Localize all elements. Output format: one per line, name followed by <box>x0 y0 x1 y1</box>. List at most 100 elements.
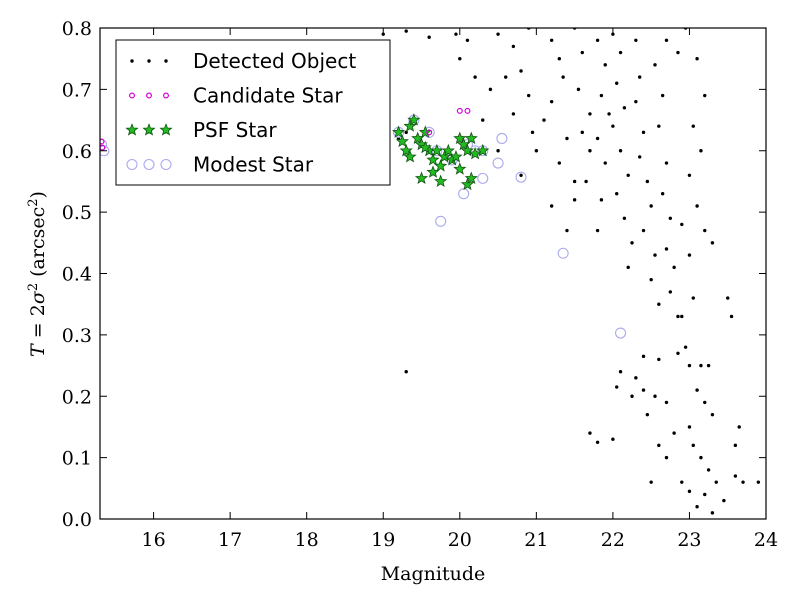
data-point <box>561 75 565 79</box>
legend-box <box>115 39 391 186</box>
data-point <box>618 149 623 153</box>
data-point <box>653 394 657 398</box>
legend-marker <box>160 158 172 171</box>
data-point <box>649 480 653 484</box>
data-point <box>741 480 745 484</box>
data-point <box>657 443 661 448</box>
data-point <box>403 149 417 163</box>
x-tick-label: 23 <box>677 529 701 551</box>
data-point <box>434 159 448 172</box>
data-point <box>664 161 669 165</box>
data-point <box>468 146 482 160</box>
data-point <box>687 173 692 177</box>
data-point <box>530 130 535 135</box>
y-axis-label: T = 2σ2 (arcsec2) <box>26 191 50 357</box>
data-point <box>603 161 607 165</box>
data-point <box>464 171 478 184</box>
data-point <box>699 149 703 153</box>
data-point <box>453 162 467 175</box>
data-point <box>549 38 554 42</box>
data-point <box>572 179 577 184</box>
data-point <box>615 327 627 339</box>
data-point <box>534 149 539 153</box>
data-point <box>426 153 440 166</box>
data-point <box>699 455 703 460</box>
data-point <box>454 32 458 36</box>
data-point <box>687 489 692 494</box>
legend-item: PSF Star <box>125 118 277 142</box>
data-point <box>641 228 646 233</box>
data-point <box>615 81 619 85</box>
x-tick-label: 19 <box>371 529 395 551</box>
data-point <box>565 136 569 141</box>
data-point <box>618 50 623 55</box>
data-marks <box>100 28 761 515</box>
data-point <box>630 394 634 398</box>
legend-marker <box>130 59 134 63</box>
y-tick-label: 0.5 <box>62 202 92 224</box>
data-point <box>703 492 707 497</box>
x-tick-label: 17 <box>218 529 242 551</box>
x-tick-label: 18 <box>295 529 319 551</box>
data-point <box>611 124 615 128</box>
data-point <box>710 241 715 245</box>
y-tick-label: 0.6 <box>62 141 92 163</box>
data-point <box>680 314 684 319</box>
data-point <box>473 75 477 79</box>
x-tick-label: 22 <box>601 529 625 551</box>
data-point <box>668 290 673 294</box>
x-tick-label: 24 <box>754 529 778 551</box>
x-tick-label: 20 <box>448 529 472 551</box>
data-point <box>426 165 440 178</box>
legend-marker <box>159 123 173 136</box>
data-point <box>657 357 661 362</box>
data-point <box>399 143 413 157</box>
y-tick-label: 0.3 <box>62 325 92 347</box>
data-point <box>595 228 600 233</box>
data-point <box>649 277 653 282</box>
data-point <box>664 247 669 251</box>
data-point <box>526 93 531 98</box>
data-point <box>481 118 485 122</box>
legend-item: Candidate Star <box>129 84 343 108</box>
x-tick-label: 16 <box>141 529 165 551</box>
data-point <box>706 363 711 368</box>
series-detected-object <box>381 28 761 515</box>
data-point <box>404 29 408 33</box>
data-point <box>645 412 650 417</box>
series-psf-star <box>391 113 490 191</box>
data-point <box>599 93 604 98</box>
data-point <box>676 351 680 355</box>
data-point <box>687 425 692 429</box>
legend-marker <box>143 158 155 171</box>
data-point <box>634 38 638 42</box>
data-point <box>572 198 577 202</box>
data-point <box>595 440 600 444</box>
data-point <box>714 480 718 484</box>
data-point <box>404 370 408 374</box>
data-point <box>427 35 431 39</box>
legend: Detected Object Candidate Star PSF Star Mod… <box>115 39 391 186</box>
data-point <box>580 50 584 55</box>
data-point <box>657 302 661 306</box>
data-point <box>660 93 665 98</box>
data-point <box>453 131 467 145</box>
data-point <box>403 119 417 132</box>
legend-marker <box>126 158 138 171</box>
data-point <box>426 129 433 136</box>
data-point <box>607 112 611 116</box>
data-point <box>687 253 692 257</box>
data-point <box>511 44 516 49</box>
data-point <box>565 228 569 233</box>
data-point <box>464 131 478 145</box>
data-point <box>703 400 707 405</box>
legend-label: Detected Object <box>193 49 356 73</box>
data-point <box>615 192 619 196</box>
data-point <box>756 480 761 484</box>
data-point <box>676 50 680 55</box>
data-point <box>695 388 699 392</box>
data-point <box>676 314 680 319</box>
legend-marker <box>146 92 153 99</box>
data-point <box>710 412 715 417</box>
